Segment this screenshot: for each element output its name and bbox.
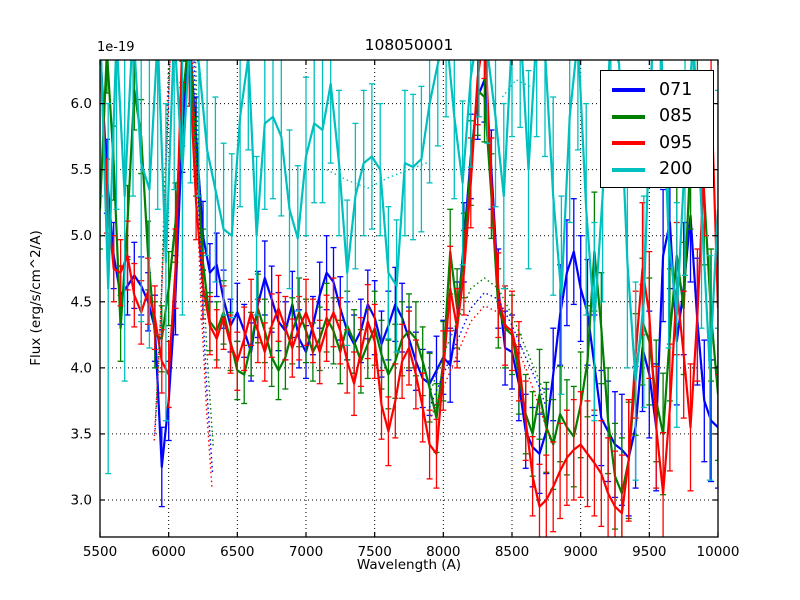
x-tick-label: 6000 [151, 544, 185, 560]
legend-line-swatch-071 [612, 88, 645, 93]
y-tick-label: 3.0 [71, 493, 92, 509]
x-tick-label: 6500 [220, 544, 254, 560]
legend-line-swatch-200 [612, 167, 645, 172]
x-tick-label: 7500 [357, 544, 391, 560]
y-axis-offset-text: 1e-19 [97, 40, 135, 55]
legend-box: 071 085 095 200 [600, 70, 714, 188]
y-tick-label: 6.0 [71, 96, 92, 112]
legend-item-095: 095 [601, 130, 713, 157]
x-tick-label: 9000 [563, 544, 597, 560]
legend-label-200: 200 [659, 159, 693, 179]
legend-item-085: 085 [601, 104, 713, 131]
y-tick-label: 5.5 [71, 162, 92, 178]
x-tick-label: 9500 [632, 544, 666, 560]
dotted-overlay-095-dotted [153, 60, 552, 487]
x-tick-label: 10000 [697, 544, 740, 560]
legend-label-071: 071 [659, 79, 693, 100]
legend-line-swatch-095 [612, 141, 645, 146]
y-tick-label: 5.0 [71, 228, 92, 244]
legend-label-085: 085 [659, 106, 693, 126]
x-tick-label: 8000 [426, 544, 460, 560]
y-tick-label: 3.5 [71, 426, 92, 442]
x-tick-label: 5500 [83, 544, 117, 560]
plot-title: 108050001 [364, 36, 454, 54]
legend-item-200: 200 [601, 157, 713, 184]
legend-line-swatch-085 [612, 114, 645, 119]
legend-item-071: 071 [601, 77, 713, 104]
x-axis-label: Wavelength (A) [356, 557, 462, 573]
y-tick-label: 4.5 [71, 294, 92, 310]
y-tick-label: 4.0 [71, 360, 92, 376]
x-tick-label: 7000 [289, 544, 323, 560]
dotted-overlay-200-dotted [326, 79, 533, 189]
y-axis-label: Flux (erg/s/cm^2/A) [28, 230, 44, 366]
series-200 [100, 60, 718, 481]
legend-label-095: 095 [659, 132, 693, 153]
axis-ticks [99, 60, 719, 537]
x-tick-label: 8500 [495, 544, 529, 560]
